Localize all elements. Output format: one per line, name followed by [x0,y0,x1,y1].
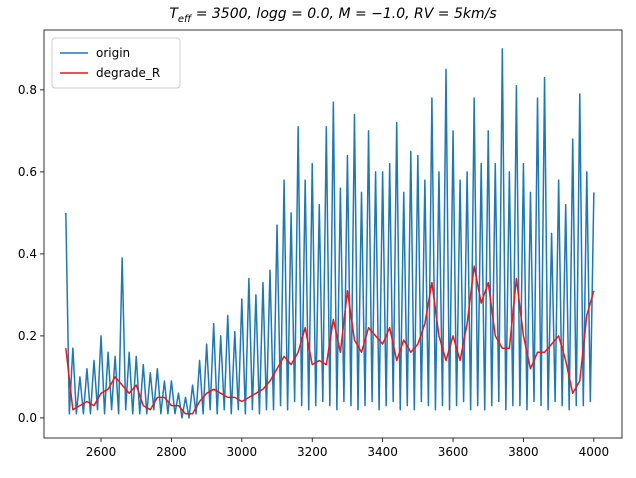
y-tick-label: 0.6 [18,165,37,179]
x-tick-label: 3000 [227,445,258,459]
x-tick-label: 3600 [438,445,469,459]
chart-title: Teff = 3500, logg = 0.0, M = −1.0, RV = … [169,6,496,25]
x-tick-label: 3200 [297,445,328,459]
title-part: = 3500, logg = 0.0, M = −1.0, RV = 5km/s [191,6,496,22]
plot-frame [43,29,623,439]
x-tick-label: 3800 [508,445,539,459]
x-tick-label: 2800 [156,445,187,459]
y-tick-label: 0.8 [18,83,37,97]
title-subscript: eff [178,14,193,25]
x-tick-label: 3400 [367,445,398,459]
series-line [65,48,595,419]
y-tick-label: 0.4 [18,247,37,261]
x-tick-label: 4000 [579,445,610,459]
legend-label: origin [96,46,130,60]
legend-box [51,37,181,89]
x-tick-label: 2600 [86,445,117,459]
y-tick-label: 0.2 [18,329,37,343]
title-part: T [169,6,179,22]
series-line [65,265,595,415]
legend-label: degrade_R [96,66,160,80]
y-tick-label: 0.0 [18,411,37,425]
